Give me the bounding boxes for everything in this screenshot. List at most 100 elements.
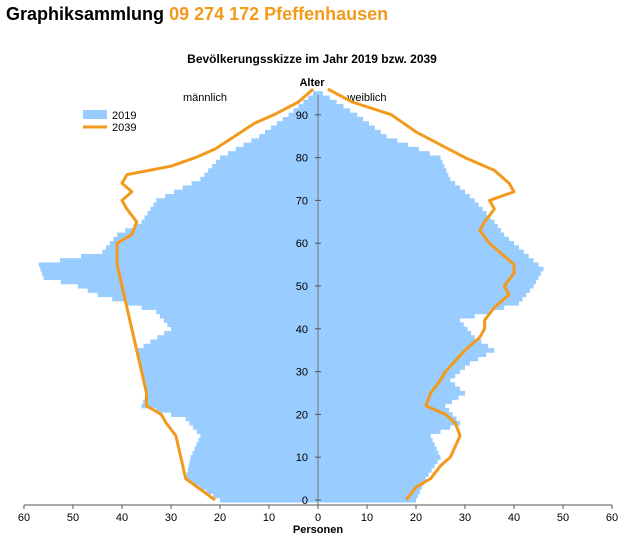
female-side-label: weiblich bbox=[346, 92, 386, 104]
bar-male-2019 bbox=[227, 151, 318, 156]
bar-female-2019 bbox=[318, 185, 461, 191]
bar-female-2019 bbox=[318, 425, 451, 430]
bar-male-2019 bbox=[303, 99, 318, 105]
bar-female-2019 bbox=[318, 412, 453, 417]
x-tick-label: 50 bbox=[557, 512, 569, 524]
bar-male-2019 bbox=[136, 348, 318, 353]
bar-male-2019 bbox=[140, 365, 318, 370]
bar-female-2019 bbox=[318, 365, 465, 370]
bar-female-2019 bbox=[318, 399, 452, 405]
bar-male-2019 bbox=[185, 416, 318, 422]
bar-female-2019 bbox=[318, 142, 409, 148]
bar-male-2019 bbox=[270, 125, 318, 131]
bar-male-2019 bbox=[243, 142, 318, 148]
y-tick-label: 70 bbox=[296, 195, 308, 207]
bar-male-2019 bbox=[199, 485, 318, 490]
y-tick-label: 0 bbox=[302, 495, 308, 507]
bar-female-2019 bbox=[318, 151, 430, 156]
bar-female-2019 bbox=[318, 485, 422, 490]
bar-male-2019 bbox=[133, 223, 318, 229]
bar-male-2019 bbox=[60, 279, 318, 285]
bar-male-2019 bbox=[153, 202, 318, 208]
bar-female-2019 bbox=[318, 433, 431, 439]
bar-female-2019 bbox=[318, 360, 470, 366]
bar-female-2019 bbox=[318, 116, 364, 122]
bar-male-2019 bbox=[126, 300, 319, 306]
bar-female-2019 bbox=[318, 322, 464, 328]
bar-female-2019 bbox=[318, 159, 443, 165]
bar-male-2019 bbox=[113, 236, 318, 242]
bar-male-2019 bbox=[190, 455, 318, 460]
bar-female-2019 bbox=[318, 275, 539, 280]
bar-female-2019 bbox=[318, 437, 433, 443]
bar-male-2019 bbox=[97, 292, 318, 298]
bar-female-2019 bbox=[318, 343, 488, 349]
bar-female-2019 bbox=[318, 442, 435, 447]
bar-female-2019 bbox=[318, 223, 498, 229]
bar-male-2019 bbox=[185, 476, 318, 482]
y-tick-label: 20 bbox=[296, 409, 308, 421]
bar-female-2019 bbox=[318, 373, 456, 379]
bar-male-2019 bbox=[156, 309, 318, 315]
bar-female-2019 bbox=[318, 386, 461, 392]
bar-female-2019 bbox=[318, 266, 544, 272]
bar-male-2019 bbox=[142, 373, 318, 379]
bar-male-2019 bbox=[145, 386, 318, 392]
bar-male-2019 bbox=[40, 266, 318, 272]
bar-male-2019 bbox=[143, 343, 318, 349]
bar-female-2019 bbox=[318, 108, 351, 114]
bar-female-2019 bbox=[318, 330, 472, 336]
bar-female-2019 bbox=[318, 407, 450, 413]
bar-male-2019 bbox=[192, 450, 318, 456]
bars-2019 bbox=[38, 91, 544, 503]
bar-male-2019 bbox=[173, 189, 318, 195]
header-prefix: Graphiksammlung bbox=[6, 4, 165, 24]
bar-female-2019 bbox=[318, 198, 475, 203]
x-tick-label: 60 bbox=[18, 512, 30, 524]
bar-male-2019 bbox=[112, 296, 318, 302]
x-tick-label: 40 bbox=[508, 512, 520, 524]
bar-female-2019 bbox=[318, 352, 487, 358]
bar-male-2019 bbox=[144, 382, 318, 387]
bar-male-2019 bbox=[143, 378, 318, 383]
bar-male-2019 bbox=[186, 472, 318, 477]
bar-female-2019 bbox=[318, 271, 541, 276]
chart-title: Bevölkerungsskizze im Jahr 2019 bzw. 203… bbox=[187, 52, 437, 66]
bar-female-2019 bbox=[318, 236, 510, 242]
bar-female-2019 bbox=[318, 164, 445, 169]
bar-male-2019 bbox=[189, 420, 318, 426]
bar-male-2019 bbox=[189, 459, 318, 465]
bar-female-2019 bbox=[318, 232, 505, 238]
bar-male-2019 bbox=[81, 253, 319, 259]
bar-female-2019 bbox=[318, 245, 519, 251]
bar-female-2019 bbox=[318, 497, 416, 503]
legend-label-2019: 2019 bbox=[112, 110, 136, 122]
bar-female-2019 bbox=[318, 309, 490, 315]
bar-female-2019 bbox=[318, 189, 465, 195]
bar-female-2019 bbox=[318, 339, 482, 345]
bar-female-2019 bbox=[318, 193, 470, 199]
bar-male-2019 bbox=[150, 206, 318, 212]
bar-male-2019 bbox=[171, 412, 318, 417]
bar-male-2019 bbox=[313, 91, 318, 96]
bar-male-2019 bbox=[213, 493, 318, 499]
bar-female-2019 bbox=[318, 326, 468, 332]
bar-female-2019 bbox=[318, 318, 461, 323]
bar-female-2019 bbox=[318, 369, 461, 375]
bar-male-2019 bbox=[141, 403, 318, 409]
bar-female-2019 bbox=[318, 181, 456, 186]
y-tick-label: 50 bbox=[296, 281, 308, 293]
bar-female-2019 bbox=[318, 356, 479, 362]
bar-male-2019 bbox=[109, 241, 318, 246]
bar-female-2019 bbox=[318, 378, 451, 383]
bar-female-2019 bbox=[318, 172, 449, 178]
bar-male-2019 bbox=[137, 352, 318, 358]
bar-male-2019 bbox=[194, 446, 318, 452]
bar-female-2019 bbox=[318, 283, 534, 289]
bar-female-2019 bbox=[318, 125, 375, 131]
bar-female-2019 bbox=[318, 211, 487, 216]
bar-male-2019 bbox=[196, 429, 318, 435]
x-axis-label: Personen bbox=[293, 524, 343, 536]
bar-male-2019 bbox=[157, 335, 318, 340]
